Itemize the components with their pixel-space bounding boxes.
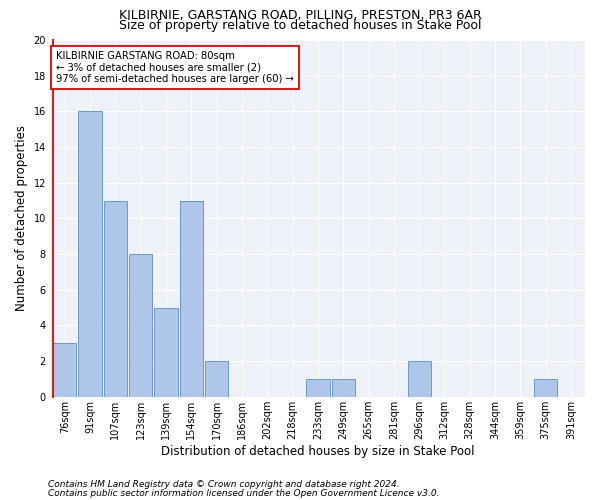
Text: Contains public sector information licensed under the Open Government Licence v3: Contains public sector information licen…: [48, 488, 439, 498]
Bar: [534, 379, 557, 397]
X-axis label: Distribution of detached houses by size in Stake Pool: Distribution of detached houses by size …: [161, 444, 475, 458]
Bar: [104, 200, 127, 397]
Text: Size of property relative to detached houses in Stake Pool: Size of property relative to detached ho…: [119, 19, 481, 32]
Bar: [179, 200, 203, 397]
Y-axis label: Number of detached properties: Number of detached properties: [15, 126, 28, 312]
Text: KILBIRNIE, GARSTANG ROAD, PILLING, PRESTON, PR3 6AR: KILBIRNIE, GARSTANG ROAD, PILLING, PREST…: [119, 9, 481, 22]
Bar: [205, 361, 228, 397]
Bar: [79, 112, 101, 397]
Bar: [53, 344, 76, 397]
Text: Contains HM Land Registry data © Crown copyright and database right 2024.: Contains HM Land Registry data © Crown c…: [48, 480, 400, 489]
Bar: [129, 254, 152, 397]
Bar: [306, 379, 329, 397]
Bar: [332, 379, 355, 397]
Bar: [407, 361, 431, 397]
Text: KILBIRNIE GARSTANG ROAD: 80sqm
← 3% of detached houses are smaller (2)
97% of se: KILBIRNIE GARSTANG ROAD: 80sqm ← 3% of d…: [56, 50, 294, 84]
Bar: [154, 308, 178, 397]
